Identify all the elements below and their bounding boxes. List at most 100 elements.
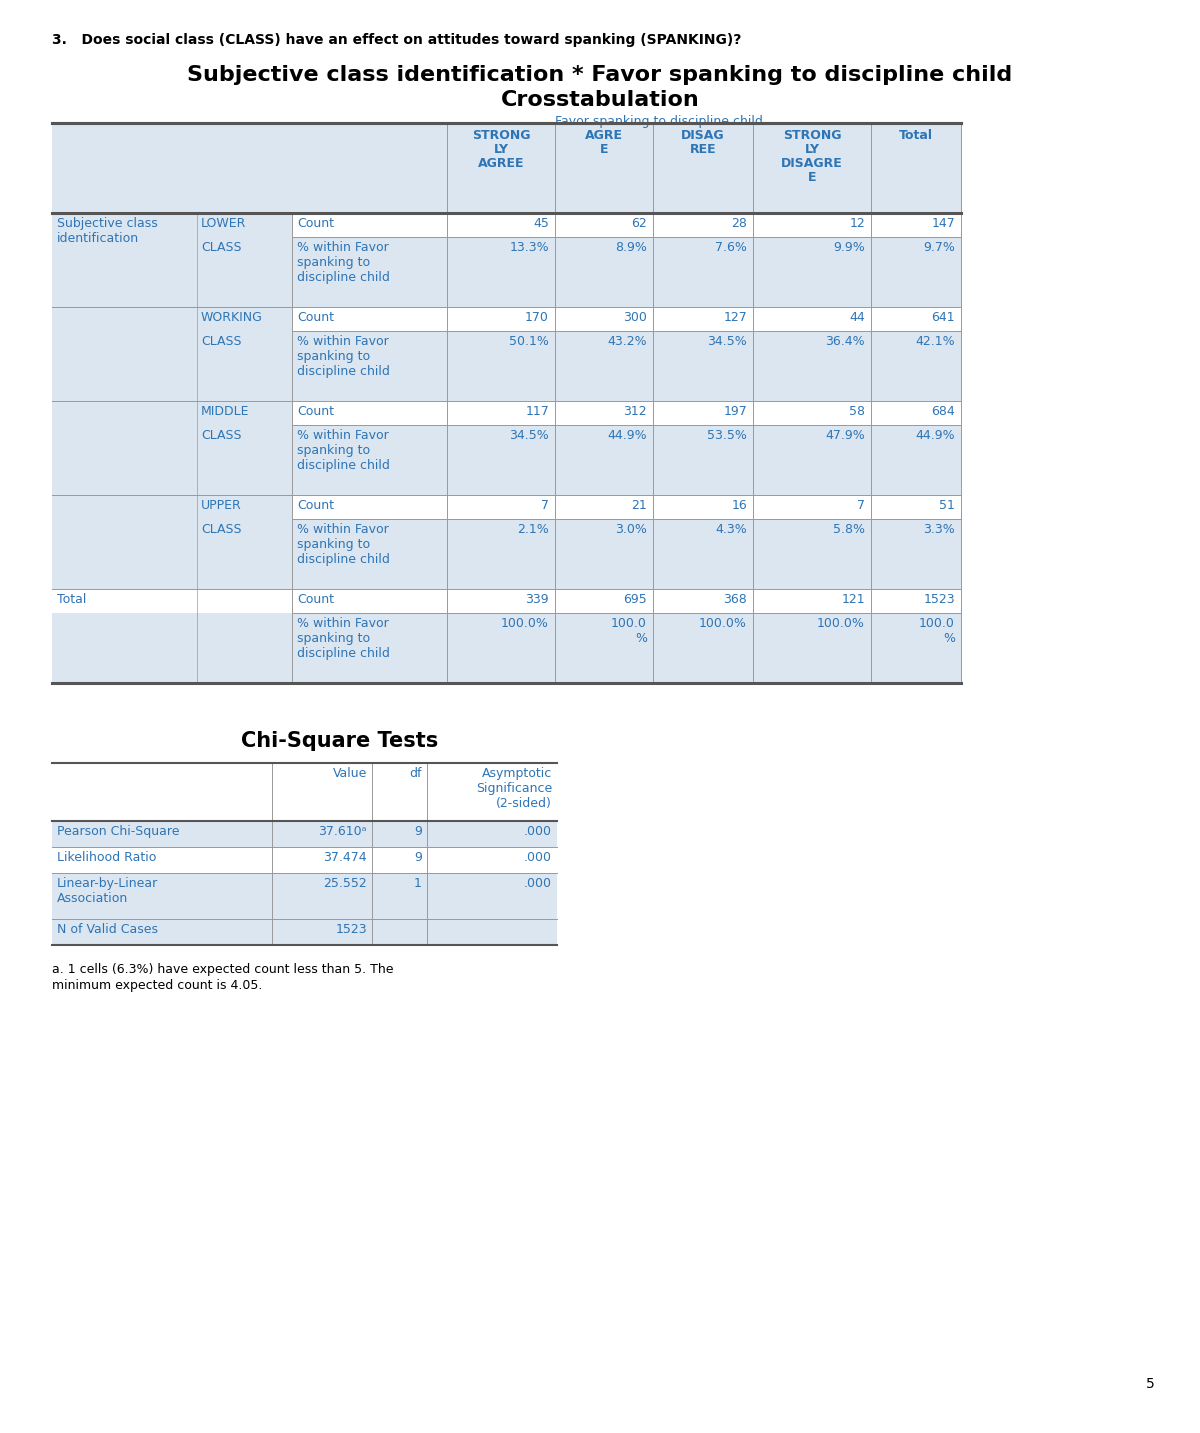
Bar [653, 613, 754, 684]
Text: 3.0%: 3.0% [616, 523, 647, 536]
Text: 7: 7 [541, 499, 550, 512]
Text: 684: 684 [931, 406, 955, 418]
Text: N of Valid Cases: N of Valid Cases [58, 923, 158, 936]
Text: 3.   Does social class (CLASS) have an effect on attitudes toward spanking (SPAN: 3. Does social class (CLASS) have an eff… [52, 33, 742, 47]
Text: 62: 62 [631, 216, 647, 231]
Text: Count: Count [298, 593, 334, 606]
Text: Total: Total [899, 129, 934, 142]
Text: 21: 21 [631, 499, 647, 512]
Text: 100.0
%: 100.0 % [919, 618, 955, 645]
Bar [554, 214, 653, 236]
Bar [197, 307, 292, 331]
Bar [197, 494, 292, 519]
Bar [446, 331, 554, 401]
Bar [754, 236, 871, 307]
Text: 13.3%: 13.3% [509, 241, 550, 254]
Text: % within Favor
spanking to
discipline child: % within Favor spanking to discipline ch… [298, 428, 390, 471]
Bar [754, 401, 871, 426]
Bar [52, 236, 197, 307]
Bar [52, 519, 197, 589]
Text: 9: 9 [414, 825, 422, 838]
Bar [197, 123, 292, 214]
Bar [52, 214, 197, 236]
Text: 641: 641 [931, 311, 955, 324]
Text: CLASS: CLASS [202, 523, 241, 536]
Text: 37.474: 37.474 [323, 851, 367, 864]
Bar [446, 519, 554, 589]
Bar [653, 589, 754, 613]
Text: 100.0%: 100.0% [502, 618, 550, 631]
Text: 5.8%: 5.8% [833, 523, 865, 536]
Text: 300: 300 [623, 311, 647, 324]
Text: 197: 197 [724, 406, 746, 418]
Bar [554, 401, 653, 426]
Text: DISAGRE: DISAGRE [781, 158, 842, 171]
Text: Chi-Square Tests: Chi-Square Tests [241, 731, 439, 751]
Bar [446, 307, 554, 331]
Bar [653, 331, 754, 401]
Bar [754, 123, 871, 214]
Text: 16: 16 [731, 499, 746, 512]
Text: % within Favor
spanking to
discipline child: % within Favor spanking to discipline ch… [298, 241, 390, 284]
Text: 2.1%: 2.1% [517, 523, 550, 536]
Bar [52, 873, 557, 919]
Bar [52, 123, 197, 214]
Text: 34.5%: 34.5% [509, 428, 550, 441]
Text: 100.0%: 100.0% [817, 618, 865, 631]
Bar [871, 331, 961, 401]
Bar [653, 214, 754, 236]
Text: CLASS: CLASS [202, 335, 241, 348]
Text: E: E [600, 143, 608, 156]
Bar [653, 401, 754, 426]
Bar [754, 494, 871, 519]
Bar [554, 426, 653, 494]
Bar [292, 123, 446, 214]
Text: 9: 9 [414, 851, 422, 864]
Bar [653, 426, 754, 494]
Bar [292, 589, 446, 613]
Text: Favor spanking to discipline child: Favor spanking to discipline child [556, 115, 763, 128]
Bar [754, 331, 871, 401]
Text: 127: 127 [724, 311, 746, 324]
Text: E: E [808, 171, 816, 183]
Bar [554, 519, 653, 589]
Bar [292, 494, 446, 519]
Text: 147: 147 [931, 216, 955, 231]
Text: 9.9%: 9.9% [833, 241, 865, 254]
Bar [292, 331, 446, 401]
Text: 36.4%: 36.4% [826, 335, 865, 348]
Text: Linear-by-Linear
Association: Linear-by-Linear Association [58, 877, 158, 906]
Text: df: df [409, 767, 422, 780]
Bar [446, 589, 554, 613]
Text: Count: Count [298, 499, 334, 512]
Text: 312: 312 [623, 406, 647, 418]
Bar [554, 307, 653, 331]
Text: Subjective class identification * Favor spanking to discipline child: Subjective class identification * Favor … [187, 64, 1013, 85]
Bar [871, 401, 961, 426]
Text: 100.0
%: 100.0 % [611, 618, 647, 645]
Text: % within Favor
spanking to
discipline child: % within Favor spanking to discipline ch… [298, 618, 390, 661]
Bar [871, 494, 961, 519]
Bar [52, 613, 197, 684]
Text: REE: REE [690, 143, 716, 156]
Text: .000: .000 [524, 877, 552, 890]
Bar [871, 613, 961, 684]
Bar [197, 331, 292, 401]
Bar [871, 589, 961, 613]
Text: 12: 12 [850, 216, 865, 231]
Bar [52, 401, 197, 426]
Text: 4.3%: 4.3% [715, 523, 746, 536]
Text: DISAG: DISAG [682, 129, 725, 142]
Bar [197, 589, 292, 613]
Bar [871, 519, 961, 589]
Bar [292, 426, 446, 494]
Text: 58: 58 [850, 406, 865, 418]
Text: AGREE: AGREE [478, 158, 524, 171]
Bar [292, 519, 446, 589]
Text: 42.1%: 42.1% [916, 335, 955, 348]
Text: 43.2%: 43.2% [607, 335, 647, 348]
Text: 44: 44 [850, 311, 865, 324]
Bar [871, 307, 961, 331]
Text: 50.1%: 50.1% [509, 335, 550, 348]
Bar [653, 494, 754, 519]
